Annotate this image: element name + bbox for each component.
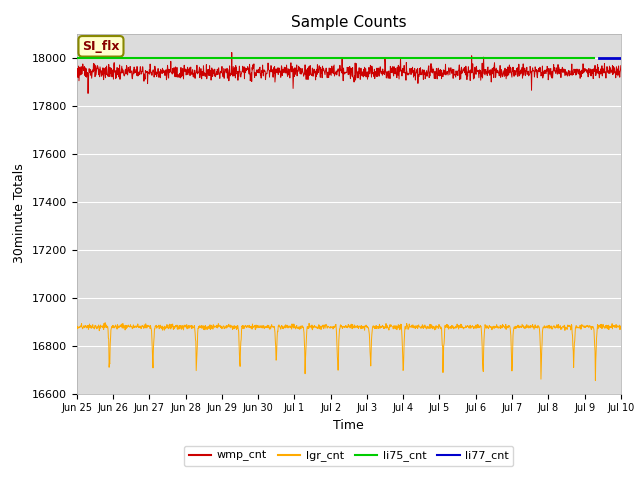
Legend: wmp_cnt, lgr_cnt, li75_cnt, li77_cnt: wmp_cnt, lgr_cnt, li75_cnt, li77_cnt [184,446,513,466]
Text: SI_flx: SI_flx [82,40,120,53]
Y-axis label: 30minute Totals: 30minute Totals [13,164,26,264]
Title: Sample Counts: Sample Counts [291,15,406,30]
X-axis label: Time: Time [333,419,364,432]
